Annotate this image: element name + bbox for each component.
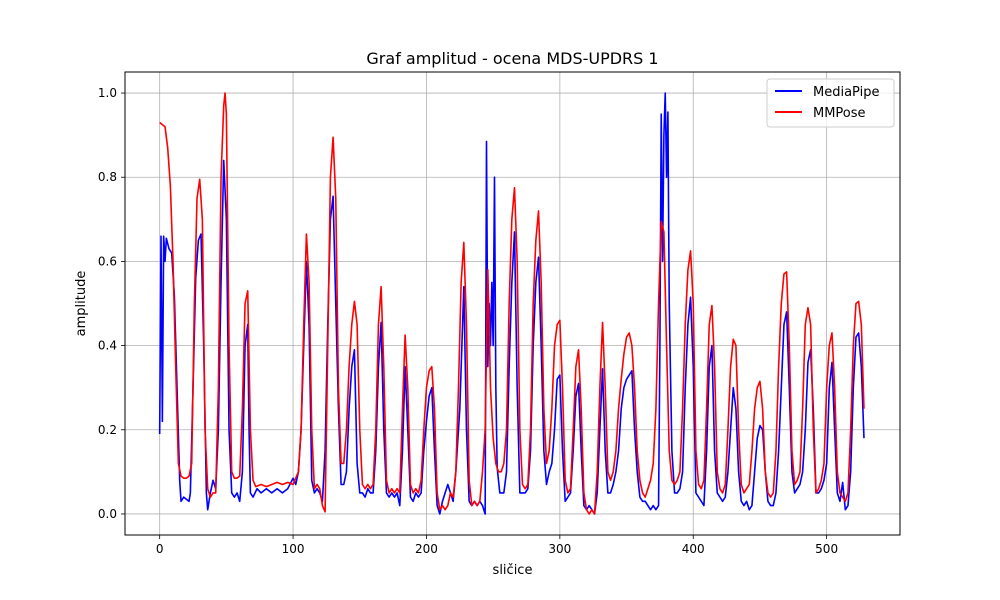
legend: MediaPipe MMPose bbox=[766, 78, 895, 128]
x-tick-label: 500 bbox=[815, 542, 838, 556]
series-line-mmpose bbox=[159, 92, 865, 515]
legend-label-mmpose: MMPose bbox=[813, 106, 866, 121]
x-tick-label: 300 bbox=[548, 542, 571, 556]
y-tick-label: 1.0 bbox=[98, 86, 117, 100]
x-tick-label: 400 bbox=[682, 542, 705, 556]
plot-area-frame bbox=[124, 71, 901, 536]
y-axis-title: amplitude bbox=[74, 271, 89, 337]
x-tick-label: 0 bbox=[156, 542, 164, 556]
legend-label-mediapipe: MediaPipe bbox=[813, 85, 879, 100]
y-tick-label: 0.0 bbox=[98, 507, 117, 521]
axis-ticks: 0 100 200 300 400 500 0.0 0.2 0.4 0.6 0.8 1.0 bbox=[98, 86, 838, 556]
y-tick-label: 0.4 bbox=[98, 339, 117, 353]
y-tick-label: 0.2 bbox=[98, 423, 117, 437]
x-tick-label: 100 bbox=[282, 542, 305, 556]
y-tick-label: 0.8 bbox=[98, 170, 117, 184]
chart-title: Graf amplitud - ocena MDS-UPDRS 1 bbox=[366, 49, 658, 68]
x-tick-label: 200 bbox=[415, 542, 438, 556]
series-line-mediapipe bbox=[158, 92, 865, 515]
x-axis-title: sličice bbox=[493, 563, 533, 578]
y-tick-label: 0.6 bbox=[98, 254, 117, 268]
series-lines bbox=[158, 92, 865, 515]
